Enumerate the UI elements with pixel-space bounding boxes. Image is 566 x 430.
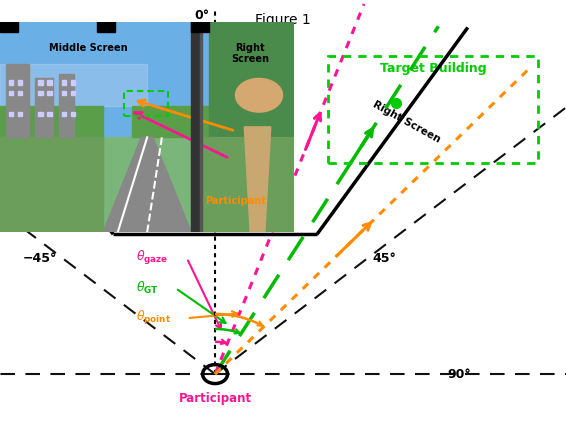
Bar [209,22,294,138]
Bar [191,22,209,32]
Bar [9,80,13,85]
Polygon shape [103,138,191,232]
Text: $\theta_{\mathbf{gaze}}$: $\theta_{\mathbf{gaze}}$ [136,249,168,267]
Bar [38,80,42,85]
Text: Right
Screen: Right Screen [231,43,269,64]
Bar [123,91,168,116]
Bar [200,22,201,232]
Text: −45°: −45° [23,252,57,265]
Bar [71,80,75,85]
Bar [9,112,13,116]
Bar [0,106,103,138]
Text: Target Building: Target Building [380,62,486,75]
Bar [71,91,75,95]
Text: Middle Screen: Middle Screen [49,43,127,52]
Text: ■: ■ [198,24,203,29]
Bar [18,112,22,116]
Polygon shape [245,127,271,232]
Bar [47,112,52,116]
Text: Participant: Participant [205,196,266,206]
Bar [62,91,66,95]
Text: Figure 1: Figure 1 [255,13,311,27]
Bar [38,112,42,116]
Bar [191,138,294,232]
Bar [0,138,294,232]
Bar [47,91,52,95]
Bar [71,112,75,116]
Text: Right Screen: Right Screen [371,99,441,145]
Bar [0,64,147,106]
Text: Participant: Participant [178,392,252,405]
Bar [9,91,13,95]
Bar [62,112,66,116]
Bar [0,138,103,232]
Text: $\theta_{\mathbf{GT}}$: $\theta_{\mathbf{GT}}$ [136,280,158,296]
Text: 90°: 90° [447,368,471,381]
Bar [0,22,18,32]
Bar [35,78,53,138]
Text: Middle Screen: Middle Screen [171,220,259,230]
Text: ■: ■ [104,24,109,29]
Bar [59,74,74,138]
Bar [191,22,200,232]
Text: Left Screen: Left Screen [0,101,56,143]
Text: ■: ■ [6,24,11,29]
Bar [0,22,294,138]
Bar [38,91,42,95]
Bar [132,106,294,138]
Bar [18,80,22,85]
Text: $\theta_{\mathbf{point}}$: $\theta_{\mathbf{point}}$ [136,309,171,327]
Bar [18,91,22,95]
Bar [209,138,294,232]
Bar [62,80,66,85]
Bar [97,22,115,32]
Bar [47,80,52,85]
Bar [6,64,29,138]
Circle shape [235,78,282,112]
Text: 45°: 45° [373,252,397,265]
Text: 0°: 0° [194,9,209,22]
Bar [328,56,538,163]
